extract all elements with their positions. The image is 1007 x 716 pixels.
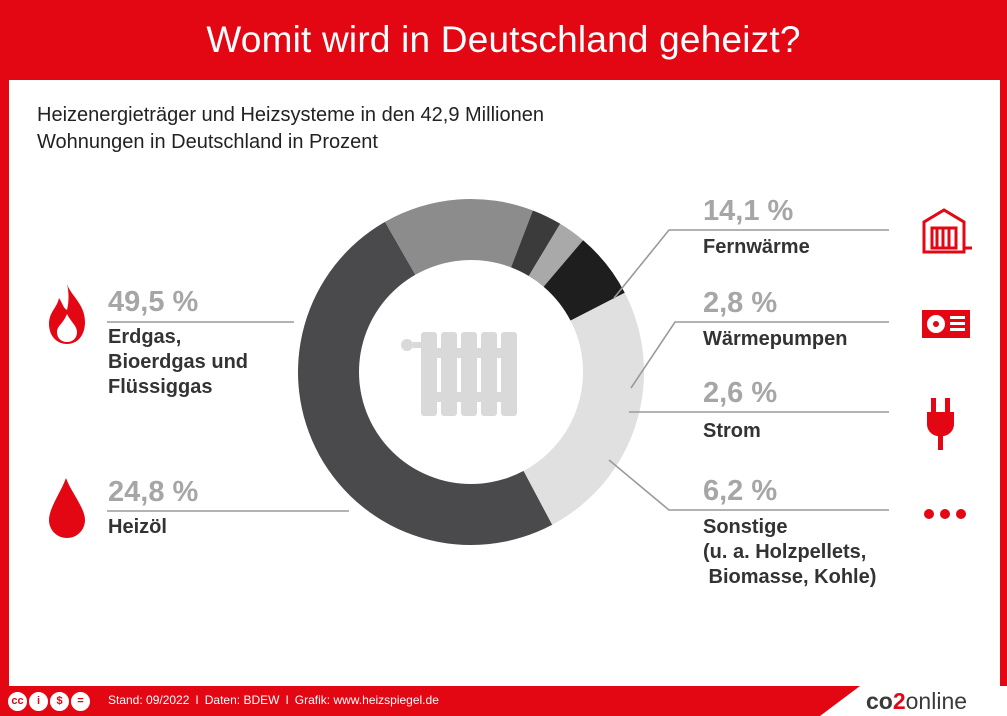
flame-icon	[49, 284, 85, 344]
heizoel-percent: 24,8 %	[108, 476, 199, 508]
erdgas-label-line: Erdgas,	[108, 326, 182, 348]
footer-separator: I	[285, 693, 289, 707]
leader-fernwaerme	[613, 229, 889, 299]
donut-slice-heizoel	[523, 292, 644, 525]
oil-drop-icon	[49, 478, 85, 538]
leader-sonstige	[608, 459, 889, 511]
erdgas-label-line: Bioerdgas und	[108, 351, 249, 373]
heat-pump-icon	[922, 310, 970, 338]
attribution-icon: i	[29, 692, 48, 711]
cc-icon: cc	[8, 692, 27, 711]
leader-waermepumpen	[630, 321, 889, 389]
footer-red-area	[0, 686, 820, 716]
sonstige-label: Sonstige (u. a. Holzpellets, Biomasse, K…	[703, 515, 876, 590]
donut-slice-fernwaerme	[385, 198, 533, 275]
more-dots-icon	[924, 509, 966, 519]
chart-subtitle: Heizenergieträger und Heizsysteme in den…	[37, 102, 677, 156]
license-icons: cc i $ =	[8, 692, 90, 711]
brand-online: online	[905, 688, 968, 714]
fernwaerme-percent: 14,1 %	[703, 195, 794, 227]
noderivatives-icon: =	[71, 692, 90, 711]
erdgas-percent: 49,5 %	[108, 286, 199, 318]
district-heating-icon	[922, 208, 972, 254]
donut-chart	[49, 198, 972, 546]
sonstige-percent: 6,2 %	[703, 475, 778, 507]
brand-co: co	[866, 688, 893, 714]
sonstige-label-line: (u. a. Holzpellets,	[703, 541, 867, 563]
erdgas-label: Erdgas, Bioerdgas und Flüssiggas	[108, 325, 248, 400]
sonstige-label-line: Biomasse, Kohle)	[703, 566, 877, 588]
brand-logo: co2online	[866, 686, 967, 716]
donut-slice-waermepumpen	[511, 210, 561, 277]
strom-percent: 2,6 %	[703, 377, 778, 409]
subtitle-line-1: Heizenergieträger und Heizsysteme in den…	[37, 104, 544, 126]
header-bar: Womit wird in Deutschland geheizt?	[0, 0, 1007, 80]
noncommercial-icon: $	[50, 692, 69, 711]
strom-label: Strom	[703, 420, 761, 442]
chart-panel: Heizenergieträger und Heizsysteme in den…	[9, 80, 1000, 686]
waermepumpen-percent: 2,8 %	[703, 287, 778, 319]
donut-slice-sonstige	[543, 240, 625, 321]
footer-daten: Daten: BDEW	[204, 693, 280, 707]
footer-grafik: Grafik: www.heizspiegel.de	[294, 693, 439, 707]
heizoel-label: Heizöl	[108, 516, 167, 538]
fernwaerme-label: Fernwärme	[703, 236, 810, 258]
footer-stand: Stand: 09/2022	[108, 693, 190, 707]
sonstige-label-line: Sonstige	[703, 516, 788, 538]
footer-credits: Stand: 09/2022 I Daten: BDEW I Grafik: www.h…	[108, 693, 439, 707]
plug-icon	[927, 398, 954, 450]
footer: cc i $ = Stand: 09/2022 I Daten: BDEW I Graf…	[0, 686, 1007, 716]
donut-slice-erdgas	[297, 221, 553, 546]
radiator-icon	[401, 332, 517, 416]
waermepumpen-label: Wärmepumpen	[703, 328, 848, 350]
footer-slant	[820, 686, 860, 716]
donut-slice-strom	[528, 223, 584, 287]
brand-2: 2	[892, 688, 906, 714]
page-title: Womit wird in Deutschland geheizt?	[206, 19, 801, 60]
footer-separator: I	[195, 693, 199, 707]
erdgas-label-line: Flüssiggas	[108, 376, 213, 398]
subtitle-line-2: Wohnungen in Deutschland in Prozent	[37, 131, 378, 153]
